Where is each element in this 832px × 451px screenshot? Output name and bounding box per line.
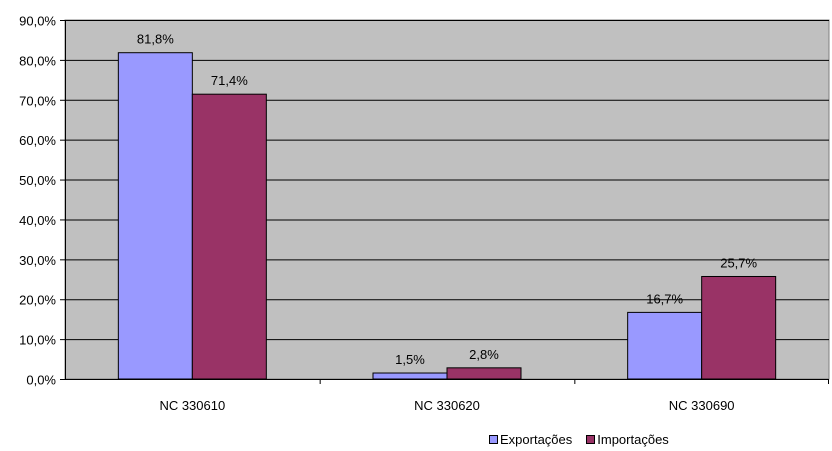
legend-swatch-importacoes	[586, 435, 596, 444]
y-tick-label: 10,0%	[19, 333, 56, 348]
y-tick-label: 0,0%	[26, 373, 56, 388]
bar	[446, 367, 522, 380]
legend: Exportações Importações	[489, 432, 669, 447]
bar	[701, 275, 777, 380]
legend-item-importacoes: Importações	[586, 432, 669, 447]
data-label: 71,4%	[211, 73, 248, 88]
y-tick-label: 80,0%	[19, 53, 56, 68]
bar	[627, 311, 703, 380]
legend-item-exportacoes: Exportações	[489, 432, 572, 447]
x-tick-label: NC 330620	[414, 398, 480, 413]
y-tick-label: 20,0%	[19, 293, 56, 308]
bar	[372, 372, 448, 380]
y-tick-label: 60,0%	[19, 133, 56, 148]
bar	[117, 52, 193, 380]
legend-label-exportacoes: Exportações	[500, 432, 573, 447]
data-label: 2,8%	[469, 347, 499, 362]
y-tick-label: 90,0%	[19, 14, 56, 29]
bar	[191, 93, 267, 380]
legend-swatch-exportacoes	[489, 435, 498, 444]
y-tick-label: 40,0%	[19, 213, 56, 228]
y-tick-label: 70,0%	[19, 93, 56, 108]
legend-label-importacoes: Importações	[597, 432, 669, 447]
data-label: 25,7%	[720, 255, 757, 270]
y-tick-label: 30,0%	[19, 253, 56, 268]
y-tick-label: 50,0%	[19, 173, 56, 188]
x-tick-label: NC 330610	[159, 398, 225, 413]
data-label: 1,5%	[395, 352, 425, 367]
x-tick-label: NC 330690	[669, 398, 735, 413]
data-label: 81,8%	[137, 32, 174, 47]
data-label: 16,7%	[646, 291, 683, 306]
